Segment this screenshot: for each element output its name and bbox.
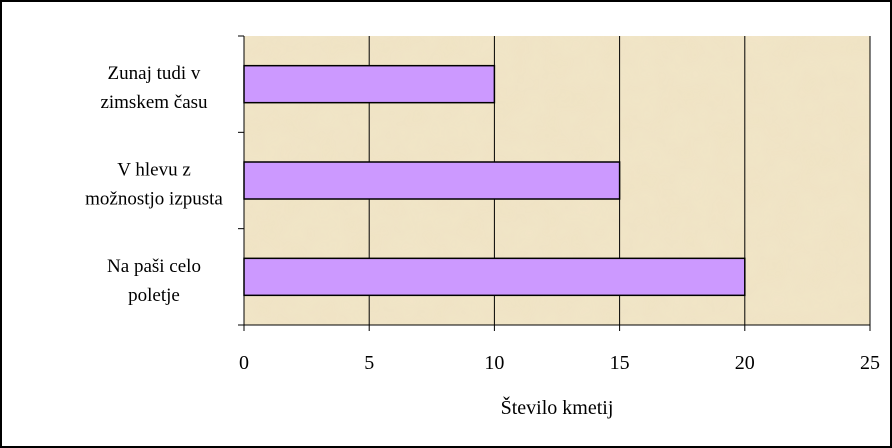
- category-labels: Zunaj tudi v zimskem času V hlevu z možnost…: [85, 63, 223, 306]
- category-label-line: Na paši celo: [107, 256, 201, 277]
- category-label-3: Na paši celo poletje: [107, 256, 201, 306]
- x-tick-label-25: 25: [860, 352, 880, 374]
- category-label-1: Zunaj tudi v zimskem času: [100, 63, 208, 113]
- category-label-2: V hlevu z možnostjo izpusta: [85, 160, 223, 210]
- x-tick-label-0: 0: [239, 352, 249, 374]
- x-tick-label-5: 5: [364, 352, 374, 374]
- x-tick-label-10: 10: [484, 352, 504, 374]
- bar-3: [243, 257, 746, 297]
- x-tick-labels: 0 5 10 15 20 25: [239, 352, 880, 374]
- axes: [238, 35, 871, 331]
- category-label-line: Zunaj tudi v: [108, 63, 201, 84]
- category-label-line: poletje: [128, 285, 180, 306]
- category-label-line: zimskem času: [100, 92, 208, 113]
- bar-2: [243, 161, 621, 200]
- x-tick-label-15: 15: [610, 352, 630, 374]
- category-label-line: možnostjo izpusta: [85, 189, 223, 210]
- x-tick-label-20: 20: [735, 352, 755, 374]
- bar-1: [243, 64, 496, 104]
- x-axis-title: Število kmetij: [501, 395, 614, 419]
- category-label-line: V hlevu z: [117, 160, 191, 181]
